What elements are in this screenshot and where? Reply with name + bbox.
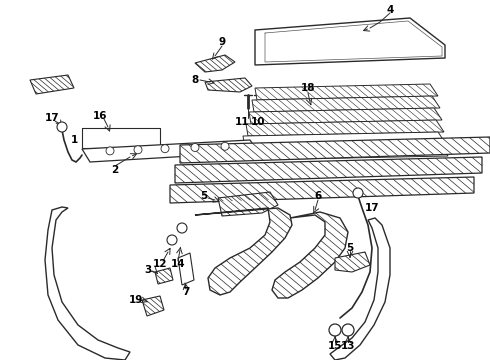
Text: 4: 4	[386, 5, 393, 15]
Polygon shape	[155, 268, 173, 284]
Circle shape	[134, 146, 142, 154]
Polygon shape	[170, 177, 474, 203]
Text: 7: 7	[182, 287, 190, 297]
Circle shape	[191, 144, 199, 152]
Polygon shape	[246, 120, 444, 136]
Polygon shape	[175, 157, 482, 183]
Circle shape	[161, 145, 169, 153]
Polygon shape	[195, 55, 235, 72]
Circle shape	[329, 324, 341, 336]
Text: 11: 11	[235, 117, 249, 127]
Text: 14: 14	[171, 259, 185, 269]
Text: 13: 13	[341, 341, 355, 351]
Text: 16: 16	[93, 111, 107, 121]
Polygon shape	[180, 137, 490, 163]
Polygon shape	[195, 208, 292, 295]
Text: 18: 18	[301, 83, 315, 93]
Circle shape	[221, 142, 229, 150]
Polygon shape	[243, 132, 446, 148]
Polygon shape	[252, 96, 440, 112]
Text: 2: 2	[111, 165, 119, 175]
Polygon shape	[335, 252, 370, 272]
Text: 9: 9	[219, 37, 225, 47]
Text: 1: 1	[71, 135, 77, 145]
Text: 5: 5	[346, 243, 354, 253]
Circle shape	[167, 235, 177, 245]
Circle shape	[106, 147, 114, 155]
Text: 15: 15	[328, 341, 342, 351]
Text: 8: 8	[192, 75, 198, 85]
Text: 12: 12	[153, 259, 167, 269]
Polygon shape	[330, 218, 390, 360]
Circle shape	[177, 223, 187, 233]
Polygon shape	[240, 144, 448, 160]
Polygon shape	[272, 212, 348, 298]
Polygon shape	[205, 78, 252, 92]
Polygon shape	[30, 75, 74, 94]
Polygon shape	[249, 108, 442, 124]
Polygon shape	[218, 192, 278, 216]
Text: 5: 5	[200, 191, 208, 201]
Text: 17: 17	[45, 113, 59, 123]
Polygon shape	[82, 140, 258, 162]
Text: 10: 10	[251, 117, 265, 127]
Text: 3: 3	[145, 265, 151, 275]
Text: 6: 6	[315, 191, 321, 201]
Polygon shape	[45, 207, 130, 360]
Polygon shape	[255, 18, 445, 65]
Text: 17: 17	[365, 203, 379, 213]
Text: 19: 19	[129, 295, 143, 305]
Circle shape	[57, 122, 67, 132]
Circle shape	[342, 324, 354, 336]
Polygon shape	[142, 296, 164, 316]
Polygon shape	[178, 253, 194, 285]
Polygon shape	[255, 84, 438, 100]
Circle shape	[353, 188, 363, 198]
